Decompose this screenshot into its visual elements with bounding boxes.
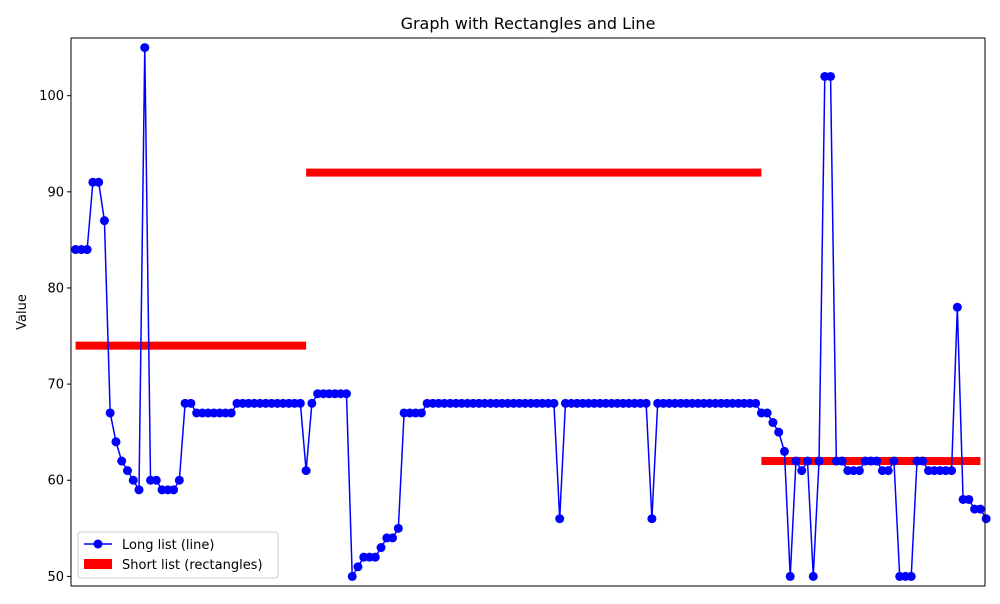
y-tick-label: 90: [47, 185, 64, 200]
data-point: [975, 504, 985, 514]
data-point: [555, 514, 565, 524]
data-point: [122, 466, 132, 476]
y-tick-label: 80: [47, 281, 64, 296]
data-point: [762, 408, 772, 418]
plot-frame: [70, 37, 986, 587]
data-point: [128, 475, 138, 485]
legend-marker-swatch: [93, 539, 103, 549]
data-point: [347, 571, 357, 581]
data-point: [140, 43, 150, 53]
data-point: [151, 475, 161, 485]
legend: Long list (line) Short list (rectangles): [77, 531, 279, 579]
legend-label-rectangles: Short list (rectangles): [122, 558, 263, 573]
data-point: [906, 571, 916, 581]
data-point: [768, 418, 778, 428]
data-point: [393, 523, 403, 533]
data-point: [779, 446, 789, 456]
data-point: [226, 408, 236, 418]
data-point: [883, 466, 893, 476]
data-point: [774, 427, 784, 437]
y-tick-label: 60: [47, 474, 64, 489]
data-point: [854, 466, 864, 476]
data-point: [94, 177, 104, 187]
data-point: [341, 389, 351, 399]
data-point: [111, 437, 121, 447]
y-tick-label: 70: [47, 378, 64, 393]
data-point: [105, 408, 115, 418]
rectangle-bar: [75, 341, 307, 350]
data-point: [964, 494, 974, 504]
data-point: [797, 466, 807, 476]
data-point: [837, 456, 847, 466]
data-point: [99, 216, 109, 226]
data-point: [889, 456, 899, 466]
data-point: [952, 302, 962, 312]
data-point: [641, 398, 651, 408]
legend-rect-swatch: [84, 559, 112, 569]
data-point: [174, 475, 184, 485]
data-point: [947, 466, 957, 476]
legend-box: [77, 531, 279, 579]
data-point: [808, 571, 818, 581]
data-point: [826, 71, 836, 81]
data-point: [785, 571, 795, 581]
data-point: [803, 456, 812, 466]
data-point: [353, 562, 363, 572]
data-point: [791, 456, 801, 466]
data-point: [388, 533, 398, 543]
y-tick-label: 100: [39, 89, 64, 104]
y-tick-label: 50: [47, 570, 64, 585]
y-axis-label: Value: [15, 294, 30, 330]
data-point: [295, 398, 305, 408]
legend-label-line: Long list (line): [122, 538, 214, 553]
data-point: [647, 514, 657, 524]
data-point: [370, 552, 380, 562]
line-layer: [71, 43, 991, 581]
data-point: [872, 456, 882, 466]
data-point: [307, 398, 317, 408]
data-point: [981, 514, 991, 524]
data-point: [82, 245, 92, 255]
data-point: [814, 456, 824, 466]
data-point: [751, 398, 761, 408]
rectangle-bar: [306, 168, 762, 177]
data-point: [376, 543, 386, 553]
data-point: [134, 485, 144, 495]
data-point: [169, 485, 179, 495]
data-point: [186, 398, 196, 408]
data-point: [416, 408, 426, 418]
data-point: [117, 456, 127, 466]
y-axis: 50 60 70 80 90 100: [39, 89, 71, 585]
data-point: [918, 456, 928, 466]
chart-title: Graph with Rectangles and Line: [401, 14, 656, 33]
data-point: [549, 398, 559, 408]
data-point: [301, 466, 311, 476]
